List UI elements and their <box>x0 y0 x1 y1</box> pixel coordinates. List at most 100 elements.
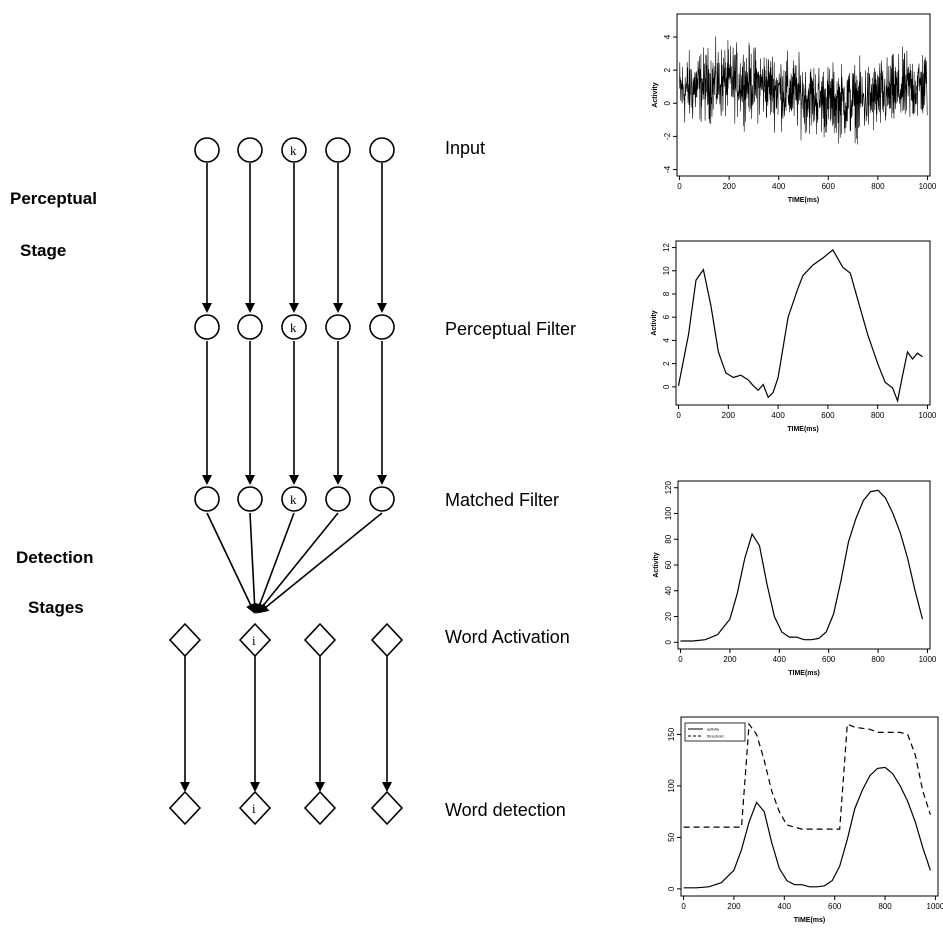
y-tick-label: 0 <box>667 886 676 891</box>
y-tick-label: 150 <box>667 727 676 741</box>
matched-filter-node <box>325 486 351 512</box>
y-tick-label: 40 <box>664 586 673 595</box>
edge-matched-word <box>258 512 383 614</box>
y-tick-label: 2 <box>662 361 671 366</box>
matched-filter-node <box>237 486 263 512</box>
stage-detection-line1: Detection <box>16 548 93 567</box>
input-node <box>194 137 220 163</box>
y-tick-label: 6 <box>662 314 671 319</box>
perceptual-filter-node-k <box>281 314 307 340</box>
layer-label-matched-filter: Matched Filter <box>445 490 559 510</box>
input-node-k <box>281 137 307 163</box>
y-tick-label: 50 <box>667 832 676 841</box>
y-tick-label: 8 <box>662 291 671 296</box>
x-tick-label: 1000 <box>927 902 943 911</box>
x-tick-label: 800 <box>878 902 892 911</box>
chart-4: 0 200 400 600 800 1000 0 50 100 150 TIME(ms) activi… <box>667 716 943 924</box>
perceptual-filter-node <box>369 314 395 340</box>
word-detection-node <box>370 790 404 826</box>
y-tick-label: 0 <box>663 101 672 106</box>
x-tick-label: 0 <box>677 182 682 191</box>
y-tick-label: -4 <box>663 165 672 173</box>
y-axis-label: Activity <box>651 310 658 335</box>
y-tick-label: 120 <box>664 481 673 495</box>
x-tick-label: 400 <box>771 411 785 420</box>
feature-connections <box>180 163 392 792</box>
series-line-main <box>680 489 924 642</box>
x-axis-label: TIME(ms) <box>788 670 820 677</box>
x-tick-label: 600 <box>822 655 836 664</box>
y-tick-label: 12 <box>662 243 671 252</box>
node-letter-k: k <box>290 143 297 158</box>
word-detection-node <box>303 790 337 826</box>
word-detection-node <box>168 790 202 826</box>
word-activation-node <box>303 622 337 658</box>
x-tick-label: 600 <box>822 182 836 191</box>
word-nodes <box>168 622 404 826</box>
input-node <box>369 137 395 163</box>
x-tick-label: 200 <box>722 411 736 420</box>
matched-filter-node-k <box>281 486 307 512</box>
y-tick-label: 100 <box>667 779 676 793</box>
legend-label: activity <box>707 727 719 732</box>
y-tick-label: 4 <box>663 34 672 39</box>
series-line-main <box>677 248 923 403</box>
legend-label: threshold <box>707 734 723 739</box>
word-activation-node <box>168 622 202 658</box>
feature-nodes <box>194 137 395 512</box>
y-tick-label: 20 <box>664 612 673 621</box>
series-line-threshold <box>683 722 931 830</box>
node-letter-i: i <box>252 633 256 648</box>
x-tick-label: 800 <box>871 182 885 191</box>
y-tick-label: 10 <box>662 266 671 275</box>
perceptual-filter-node <box>325 314 351 340</box>
word-activation-node <box>370 622 404 658</box>
chart-3: 0 200 400 600 800 1000 0 20 40 60 80 100 120 TIME(ms)… <box>653 480 937 677</box>
layer-label-word-activation: Word Activation <box>445 627 570 647</box>
y-tick-label: 0 <box>662 384 671 389</box>
x-tick-label: 600 <box>821 411 835 420</box>
plot-frame <box>677 480 931 650</box>
edge-matched-word <box>206 512 256 614</box>
y-axis-label: Activity <box>653 552 660 577</box>
input-node <box>237 137 263 163</box>
y-tick-label: 2 <box>663 67 672 72</box>
x-tick-label: 1000 <box>919 411 937 420</box>
series-line <box>679 36 928 145</box>
x-tick-label: 0 <box>681 902 686 911</box>
x-tick-label: 0 <box>678 655 683 664</box>
x-tick-label: 800 <box>871 655 885 664</box>
x-tick-label: 400 <box>773 655 787 664</box>
edge-matched-word <box>256 512 339 614</box>
stage-perceptual-line2: Stage <box>20 241 66 260</box>
plot-frame <box>675 240 931 406</box>
y-tick-label: -2 <box>663 132 672 140</box>
edge-matched-word <box>249 512 260 614</box>
x-tick-label: 400 <box>772 182 786 191</box>
x-axis-label: TIME(ms) <box>787 426 819 433</box>
series-line-activity <box>683 766 931 889</box>
stage-perceptual-line1: Perceptual <box>10 189 97 208</box>
layer-label-input: Input <box>445 138 485 158</box>
edge-matched-word <box>255 512 295 614</box>
stage-detection-line2: Stages <box>28 598 84 617</box>
layer-label-perceptual-filter: Perceptual Filter <box>445 319 576 339</box>
x-tick-label: 200 <box>727 902 741 911</box>
matched-filter-node <box>194 486 220 512</box>
x-tick-label: 0 <box>676 411 681 420</box>
word-detection-node-i <box>238 790 272 826</box>
x-axis-label: TIME(ms) <box>788 197 820 204</box>
x-tick-label: 400 <box>778 902 792 911</box>
node-letter-i: i <box>252 801 256 816</box>
y-tick-label: 80 <box>664 534 673 543</box>
y-axis-label: Activity <box>652 82 659 107</box>
x-tick-label: 800 <box>871 411 885 420</box>
x-tick-label: 1000 <box>919 655 937 664</box>
input-node <box>325 137 351 163</box>
x-tick-label: 200 <box>723 655 737 664</box>
x-axis-label: TIME(ms) <box>794 917 826 924</box>
plot-frame <box>676 13 931 177</box>
y-tick-label: 4 <box>662 338 671 343</box>
